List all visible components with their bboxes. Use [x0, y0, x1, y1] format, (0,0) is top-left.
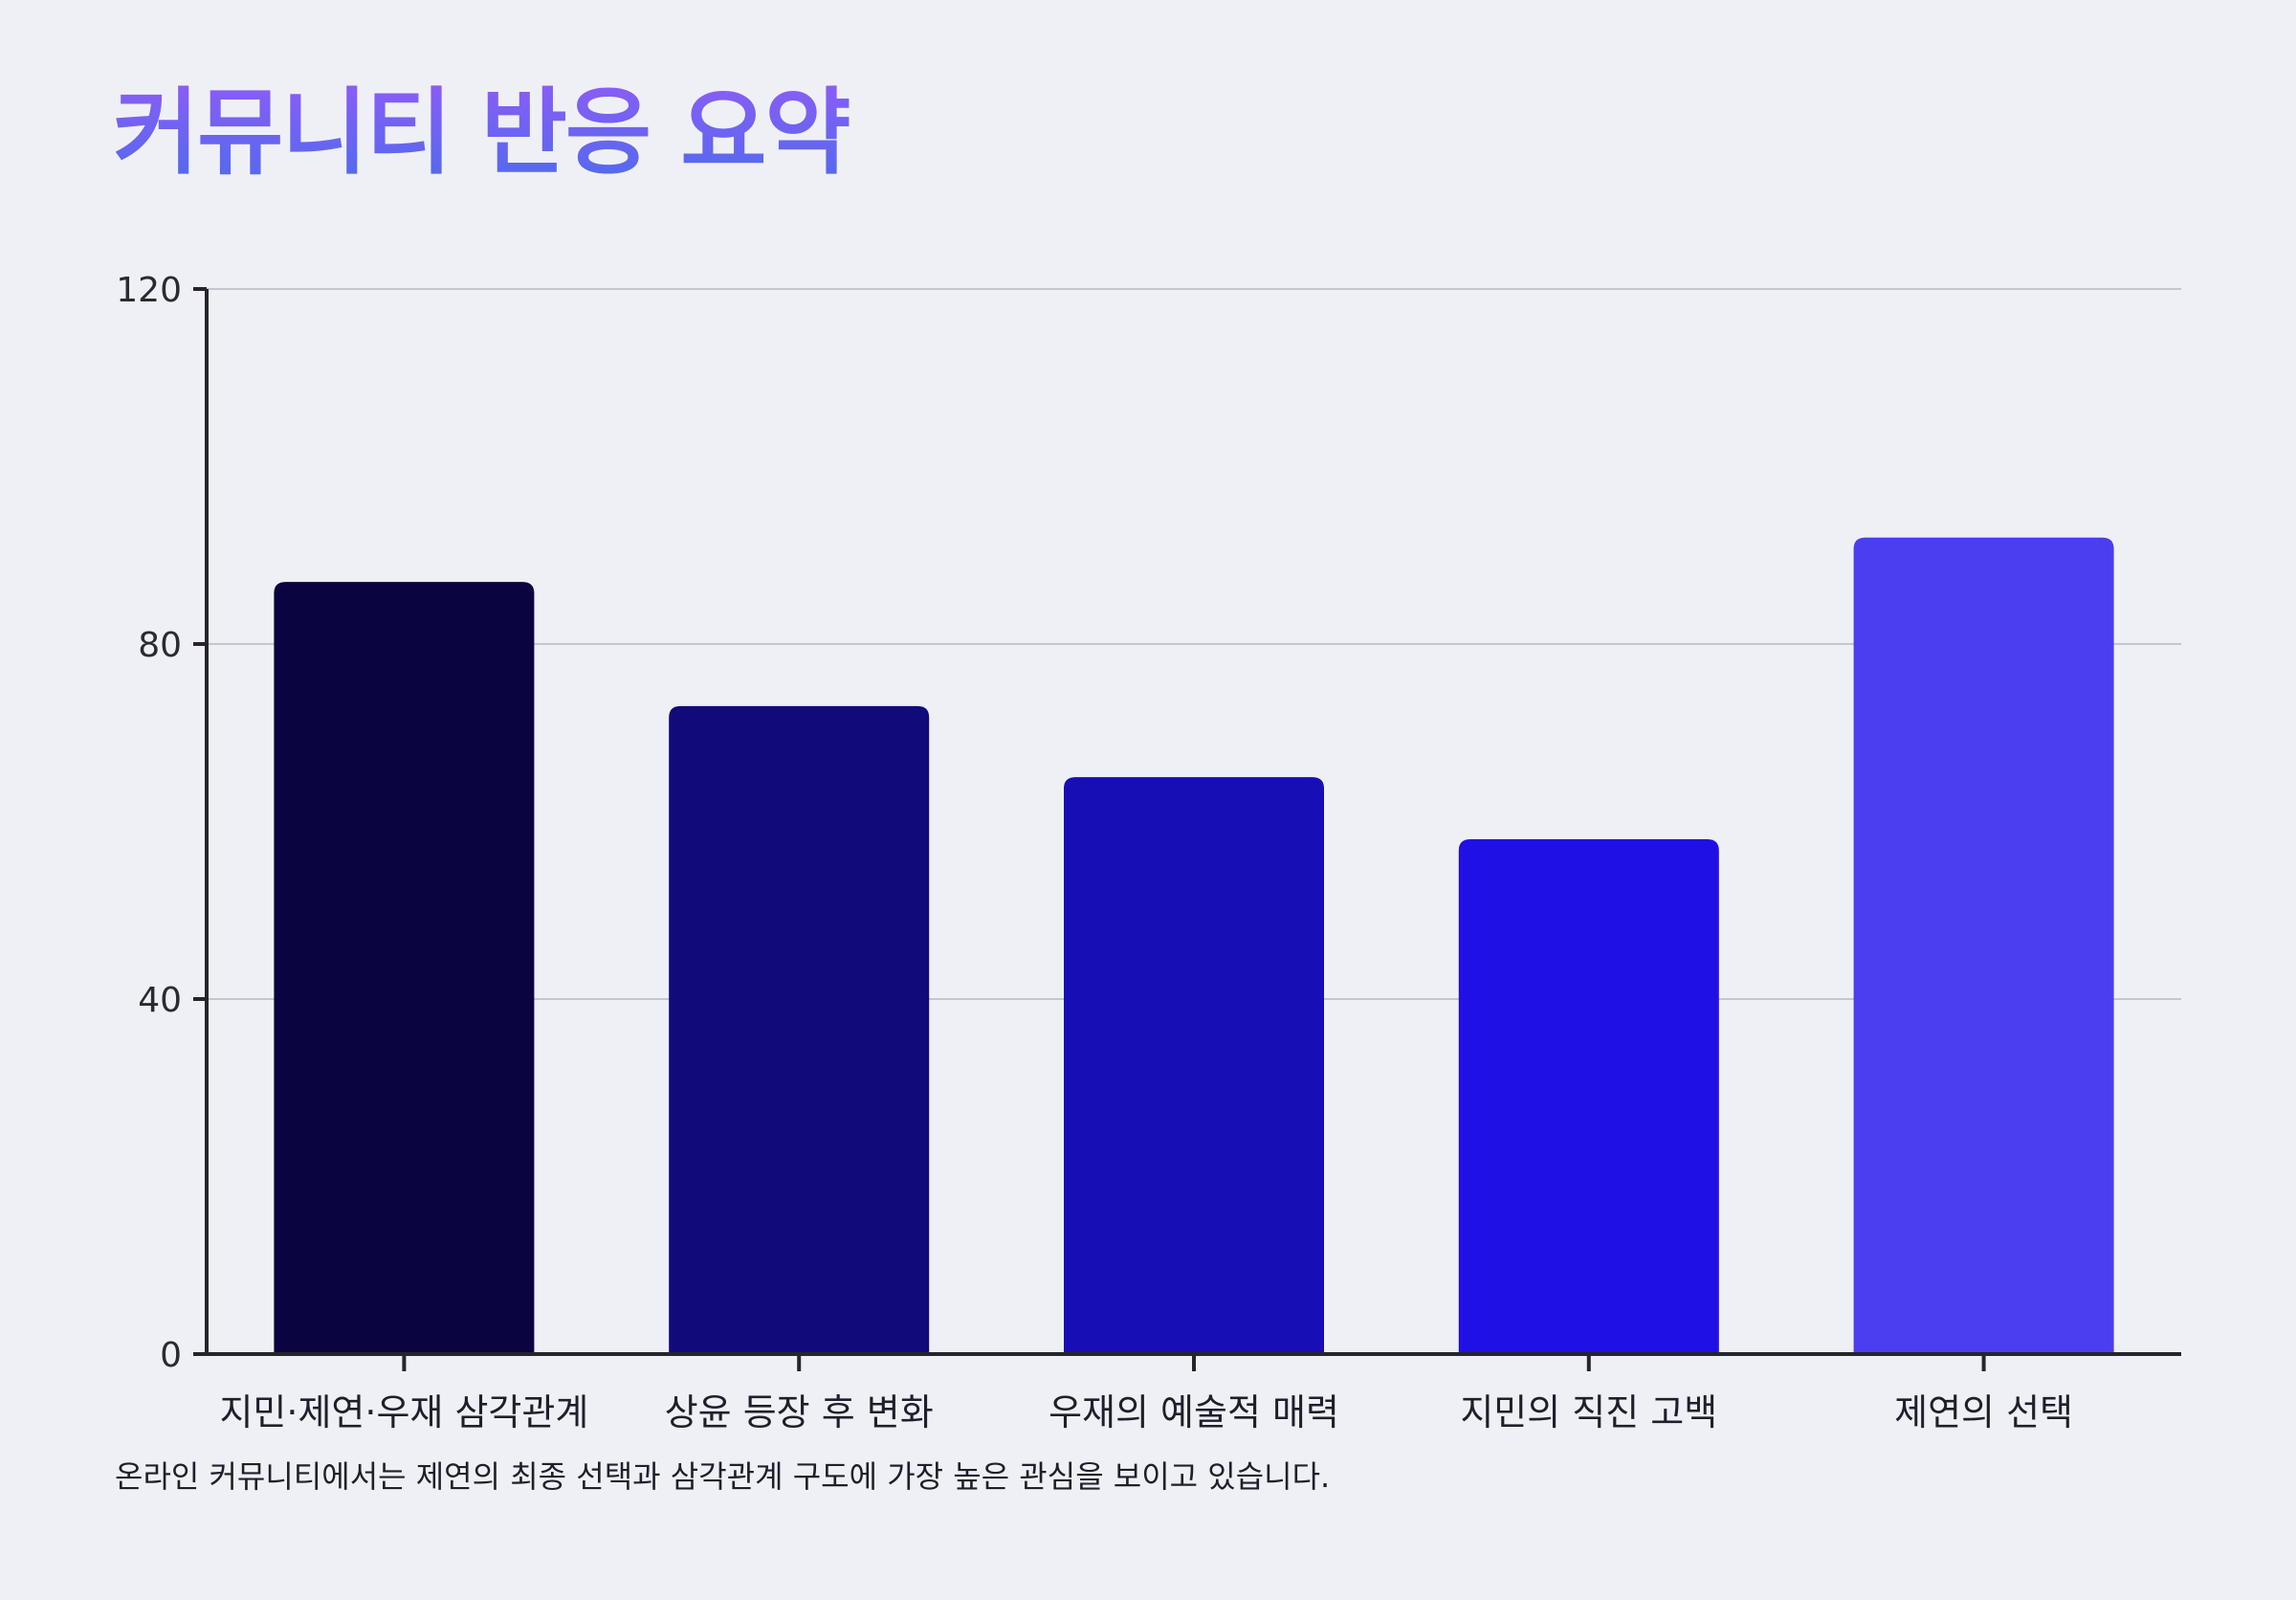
x-tick-label: 지민·제연·우재 삼각관계	[219, 1391, 588, 1433]
chart-title: 커뮤니티 반응 요약	[113, 78, 851, 188]
bar	[669, 705, 930, 1354]
x-tick-labels: 지민·제연·우재 삼각관계 상윤 등장 후 변화 우재의 예술적 매력 지민의 직진 …	[219, 1391, 2073, 1433]
axes	[193, 287, 2181, 1371]
y-tick-label: 80	[138, 626, 182, 665]
bar	[1064, 777, 1324, 1354]
x-tick-label: 지민의 직진 고백	[1460, 1391, 1717, 1433]
y-tick-labels: 0 40 80 120	[116, 271, 182, 1375]
y-tick-label: 0	[160, 1336, 182, 1375]
x-tick-label: 제연의 선택	[1894, 1391, 2073, 1433]
x-tick-label: 우재의 예술적 매력	[1049, 1391, 1339, 1433]
bar	[1853, 537, 2114, 1354]
chart-caption: 온라인 커뮤니티에서는 제연의 최종 선택과 삼각관계 구도에 가장 높은 관심…	[115, 1458, 1331, 1495]
x-tick-label: 상윤 등장 후 변화	[665, 1391, 934, 1433]
y-tick-label: 40	[138, 981, 182, 1020]
bars	[274, 537, 2114, 1354]
bar	[1458, 839, 1719, 1354]
y-tick-label: 120	[116, 271, 182, 310]
bar	[274, 582, 535, 1354]
